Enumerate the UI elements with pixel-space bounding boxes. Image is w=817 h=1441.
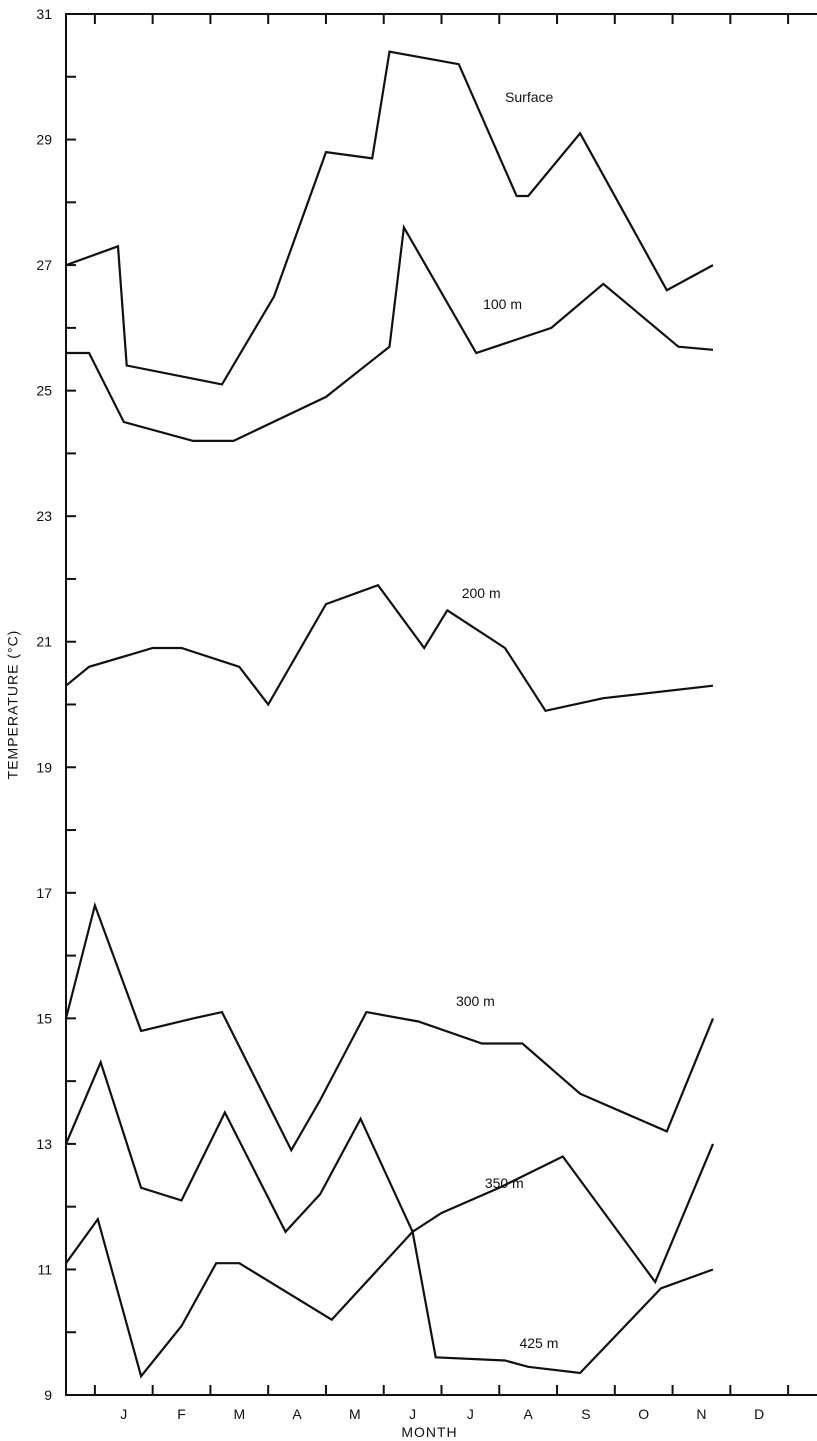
series-label: Surface — [505, 89, 553, 105]
series-label: 425 m — [519, 1335, 558, 1351]
y-axis-title: TEMPERATURE (°C) — [5, 630, 21, 780]
series-labels: Surface 100 m 200 m 300 m 350 m 425 m — [456, 89, 558, 1351]
y-tick-label: 21 — [36, 634, 52, 650]
plot-border — [65, 13, 817, 1396]
y-tick-label: 23 — [36, 508, 52, 524]
series-line-350m — [64, 1059, 715, 1285]
series-line-200m — [65, 583, 714, 713]
x-tick-label: M — [349, 1406, 361, 1422]
series-line-425m — [65, 1216, 714, 1379]
series-label: 100 m — [483, 296, 522, 312]
y-tick-label: 13 — [36, 1136, 52, 1152]
series-line-300m — [64, 901, 715, 1153]
x-tick-label: N — [696, 1406, 706, 1422]
x-tick-label: S — [581, 1406, 590, 1422]
y-tick-label: 29 — [36, 132, 52, 148]
series-label: 200 m — [462, 585, 501, 601]
y-tick-label: 31 — [36, 6, 52, 22]
x-tick-label: F — [177, 1406, 186, 1422]
series-label: 300 m — [456, 993, 495, 1009]
y-tick-label: 9 — [44, 1387, 52, 1403]
y-tick-label: 17 — [36, 885, 52, 901]
plot-frame — [65, 13, 817, 1396]
series-line-100m — [66, 223, 714, 442]
series-lines — [64, 50, 715, 1379]
y-tick-label: 27 — [36, 257, 52, 273]
y-tick-label: 15 — [36, 1010, 52, 1026]
y-axis: 9 11 13 15 17 19 21 23 25 27 29 31 — [36, 6, 76, 1403]
series-line-surface — [65, 50, 714, 386]
y-tick-label: 19 — [36, 759, 52, 775]
y-tick-label: 25 — [36, 383, 52, 399]
x-tick-label: O — [638, 1406, 649, 1422]
x-tick-label: A — [292, 1406, 302, 1422]
x-tick-label: D — [754, 1406, 764, 1422]
x-tick-label: J — [467, 1406, 474, 1422]
x-tick-label: J — [120, 1406, 127, 1422]
series-label: 350 m — [485, 1175, 524, 1191]
y-tick-label: 11 — [37, 1261, 52, 1277]
x-axis-title: MONTH — [401, 1424, 457, 1440]
x-tick-label: A — [523, 1406, 533, 1422]
x-tick-label: M — [233, 1406, 245, 1422]
x-tick-label: J — [409, 1406, 416, 1422]
